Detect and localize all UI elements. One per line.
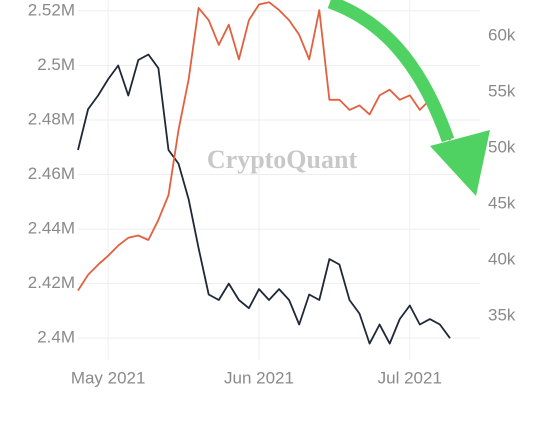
y-tick-label: 2.42M [28, 273, 75, 292]
x-tick-label: Jul 2021 [378, 368, 442, 387]
y2-tick-label: 60k [488, 25, 516, 44]
y2-tick-label: 45k [488, 194, 516, 213]
y2-tick-label: 55k [488, 81, 516, 100]
trend-arrow-head [430, 130, 490, 196]
y-tick-label: 2.48M [28, 109, 75, 128]
y-tick-label: 2.44M [28, 219, 75, 238]
plot-area: 2.4M 2.42M 2.44M 2.46M 2.48M 2.5M 2.52M 35k 40k 4… [28, 0, 516, 387]
trend-arrow-shaft [327, 0, 455, 143]
y-tick-label: 2.4M [37, 328, 75, 347]
y2-tick-label: 50k [488, 138, 516, 157]
series-line [77, 1, 451, 291]
y2-tick-label: 40k [488, 250, 516, 269]
series-line [77, 53, 451, 345]
y-tick-label: 2.52M [28, 0, 75, 19]
y-tick-label: 2.5M [37, 55, 75, 74]
watermark: CryptoQuant [207, 145, 358, 174]
y-tick-label: 2.46M [28, 164, 75, 183]
y2-tick-label: 35k [488, 306, 516, 325]
x-tick-label: Jun 2021 [224, 368, 294, 387]
x-tick-label: May 2021 [71, 368, 146, 387]
